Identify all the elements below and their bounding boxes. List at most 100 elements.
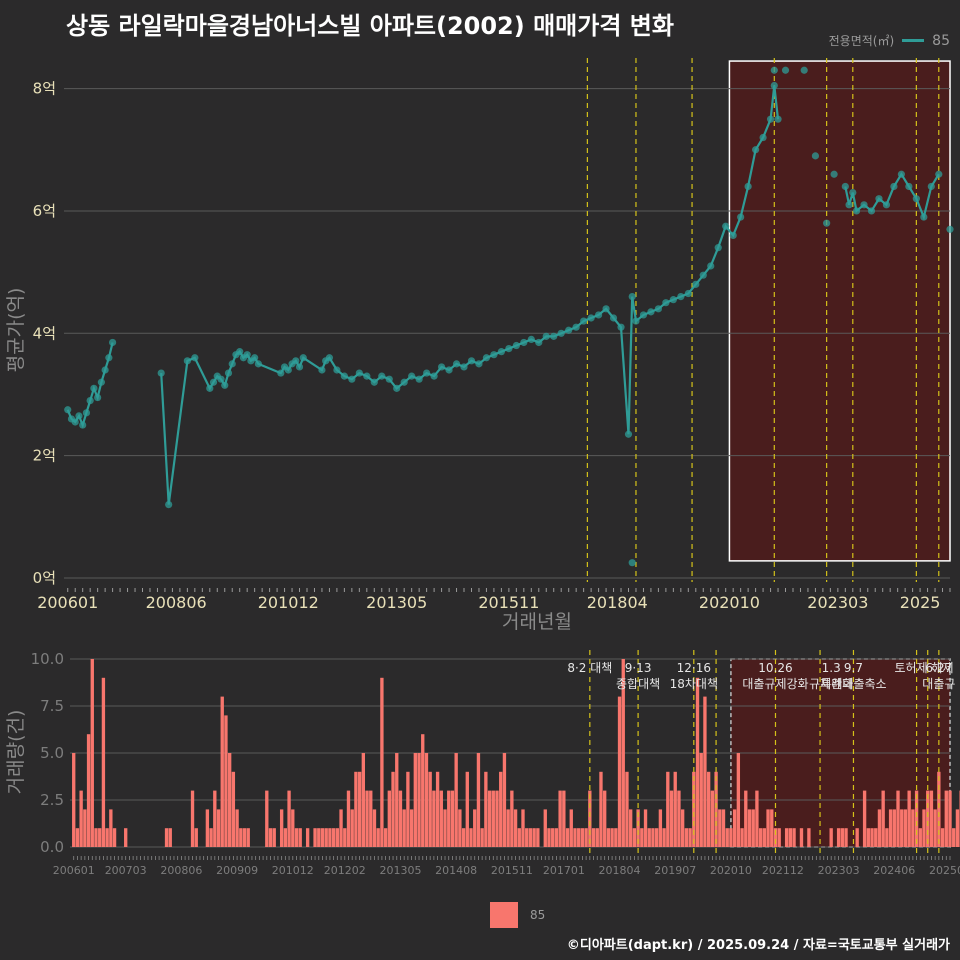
volume-bar [380, 677, 384, 847]
volume-bar [721, 809, 726, 847]
volume-bar [246, 828, 250, 847]
volume-bar [536, 828, 540, 847]
volume-bar [758, 828, 763, 847]
legend-volume-label: 85 [530, 908, 546, 922]
price-point [692, 280, 700, 288]
volume-bar [305, 828, 310, 847]
price-point [90, 384, 98, 392]
volume-bar [320, 828, 325, 847]
volume-bar [610, 828, 614, 847]
volume-bar [692, 771, 696, 847]
volume-bar [298, 828, 302, 847]
volume-bar [565, 828, 570, 847]
volume-bar [937, 771, 941, 847]
volume-bar [476, 753, 481, 847]
legend-top: 전용면적(㎡) 85 [829, 32, 950, 49]
volume-bar [369, 790, 373, 847]
price-point [71, 418, 79, 426]
volume-bar [339, 809, 343, 847]
volume-bar [480, 828, 484, 847]
volume-xtick-label: 200909 [216, 864, 258, 877]
volume-bar [395, 753, 399, 847]
price-point [580, 317, 588, 325]
price-xtick-label: 200601 [37, 593, 98, 612]
volume-xtick-label: 201907 [654, 864, 696, 877]
volume-bar [268, 828, 273, 847]
volume-bar [502, 753, 507, 847]
volume-bar [72, 753, 76, 847]
volume-bar [773, 828, 778, 847]
volume-bar [473, 809, 477, 847]
volume-bar [439, 790, 443, 847]
volume-bar [525, 828, 529, 847]
volume-bar [291, 809, 295, 847]
price-point [105, 354, 113, 362]
price-point [251, 354, 259, 362]
price-point [467, 357, 476, 365]
price-outlier-point [946, 225, 954, 233]
volume-bar [101, 677, 106, 847]
volume-bar [547, 828, 551, 847]
price-point [587, 314, 595, 322]
price-point [752, 146, 760, 154]
price-point [206, 384, 214, 392]
price-point [927, 182, 935, 191]
price-point [393, 384, 401, 392]
volume-annotation: 8·2 대책 [567, 660, 612, 675]
volume-bar [744, 790, 748, 847]
price-point [370, 378, 378, 386]
price-point [852, 207, 861, 215]
legend-line-swatch [902, 39, 925, 42]
price-point [191, 354, 199, 362]
volume-bar [283, 828, 288, 847]
volume-bar [591, 828, 596, 847]
volume-xtick-label: 202010 [710, 864, 752, 877]
price-xtick-label: 2025 [900, 593, 941, 612]
price-point [284, 366, 292, 374]
price-outlier-point [823, 219, 831, 227]
volume-bar [447, 790, 451, 847]
price-point [490, 351, 498, 359]
volume-bar [328, 828, 332, 847]
price-point [632, 317, 640, 325]
price-point [254, 360, 262, 368]
volume-bar [209, 828, 213, 847]
price-point [572, 323, 580, 331]
volume-bar [599, 771, 603, 847]
volume-bar [443, 809, 447, 847]
volume-bar [227, 753, 232, 847]
price-point [299, 354, 307, 362]
volume-bar [484, 771, 488, 847]
volume-bar [86, 734, 91, 847]
price-point [527, 335, 535, 344]
volume-bar [458, 809, 462, 847]
price-point [277, 369, 285, 377]
volume-bar [732, 809, 737, 847]
volume-bar [799, 828, 804, 847]
volume-bar [279, 809, 284, 847]
price-point [882, 201, 891, 209]
volume-bar [673, 771, 677, 847]
volume-xtick-label: 202406 [873, 864, 915, 877]
volume-annotation: 12·16 [677, 661, 711, 675]
volume-bar [357, 771, 362, 847]
legend-title: 전용면적(㎡) [828, 34, 895, 48]
price-point [221, 381, 229, 389]
price-point [437, 363, 446, 371]
price-point [684, 289, 692, 298]
price-ytick-label: 8억 [33, 80, 56, 98]
volume-bar [491, 790, 495, 847]
volume-bar [495, 790, 499, 847]
volume-bar [777, 828, 781, 847]
price-point [759, 133, 767, 142]
price-point [774, 115, 782, 123]
volume-bar [450, 790, 455, 847]
price-point [408, 372, 416, 380]
volume-bar [324, 828, 328, 847]
price-point [400, 378, 408, 386]
volume-bar [554, 828, 559, 847]
volume-bar [621, 659, 625, 847]
volume-bar [651, 828, 655, 847]
price-outlier-point [830, 170, 838, 178]
